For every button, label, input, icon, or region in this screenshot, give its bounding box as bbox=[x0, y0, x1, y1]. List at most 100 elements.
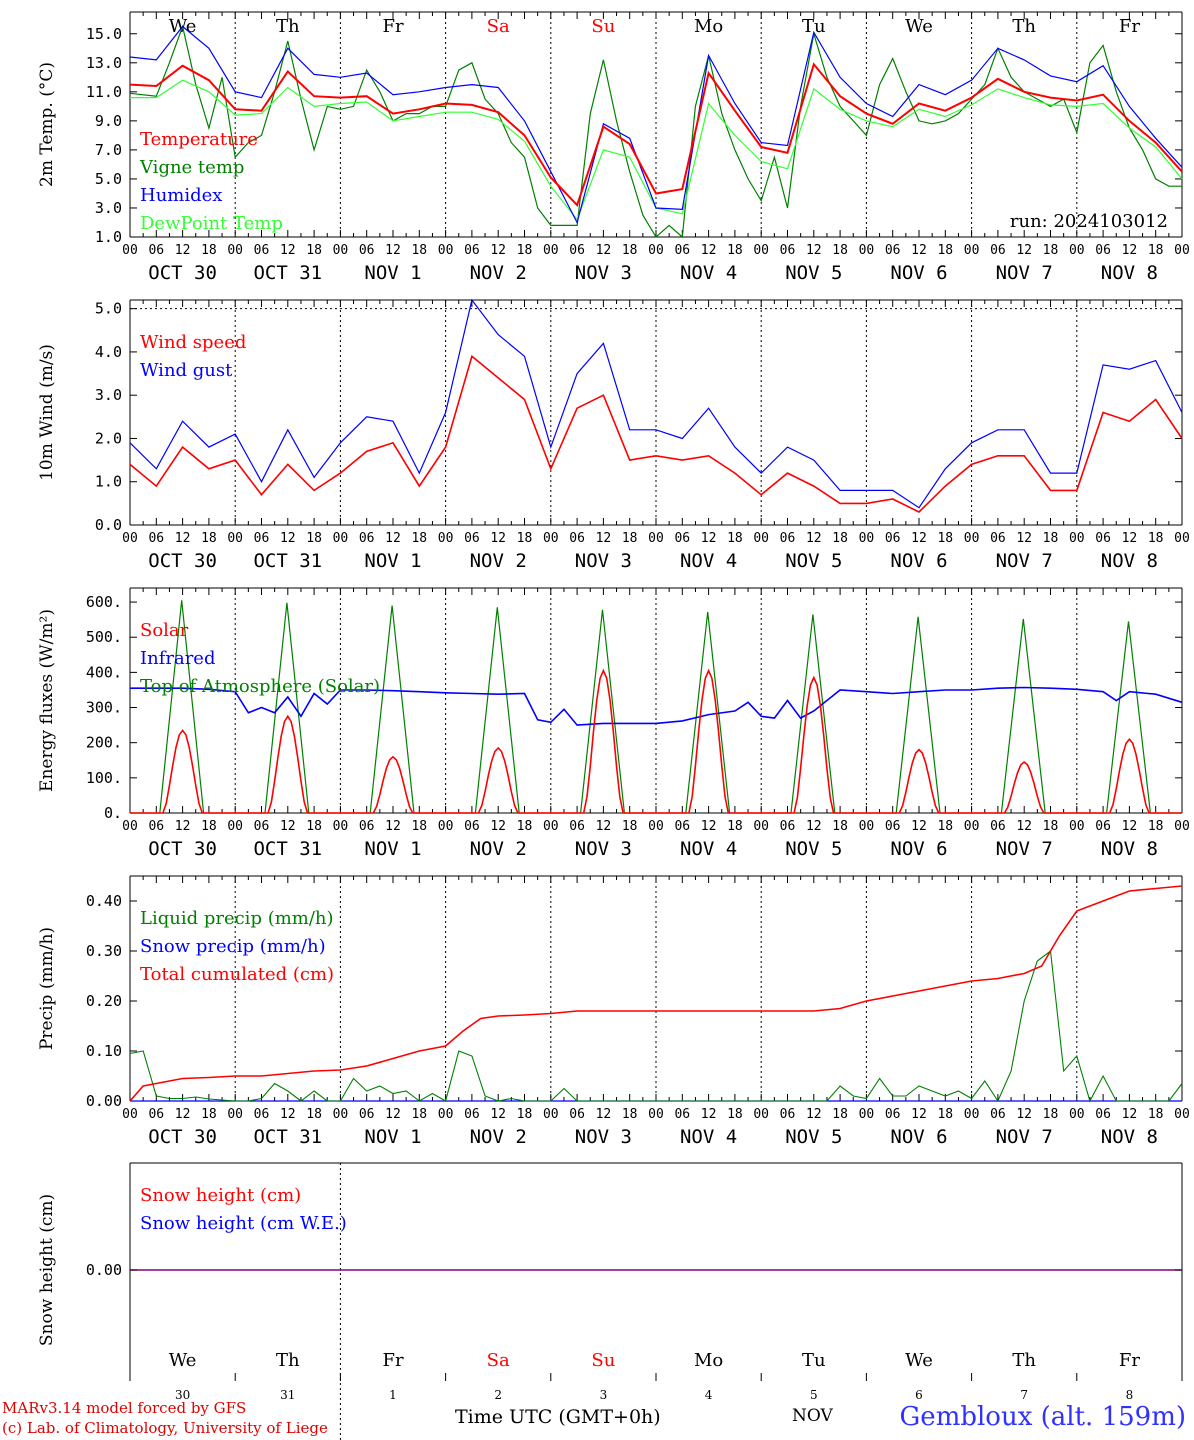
line-wind-gust bbox=[129, 298, 1183, 509]
date-label: NOV 5 bbox=[785, 838, 842, 860]
hour-tick-label: 12 bbox=[701, 1107, 717, 1122]
credit-line-model: MARv3.14 model forced by GFS bbox=[2, 1399, 247, 1417]
date-label: NOV 1 bbox=[364, 838, 421, 860]
hour-tick-label: 00 bbox=[543, 531, 559, 546]
hour-tick-label: 06 bbox=[148, 531, 164, 546]
hour-tick-label: 06 bbox=[990, 819, 1006, 834]
hour-tick-label: 18 bbox=[727, 819, 743, 834]
hour-tick-label: 00 bbox=[1069, 819, 1085, 834]
y-tick-label: 3.0 bbox=[95, 199, 122, 217]
hour-tick-label: 00 bbox=[1069, 243, 1085, 258]
legend-entry: Total cumulated (cm) bbox=[140, 964, 334, 985]
hour-tick-label: 00 bbox=[438, 243, 454, 258]
line-humidex bbox=[129, 25, 1183, 225]
date-label: NOV 3 bbox=[575, 838, 632, 860]
hour-tick-label: 00 bbox=[753, 819, 769, 834]
hour-tick-label: 18 bbox=[1148, 819, 1164, 834]
date-label: NOV 4 bbox=[680, 550, 737, 572]
hour-tick-label: 12 bbox=[490, 819, 506, 834]
hour-tick-label: 18 bbox=[306, 819, 322, 834]
hour-tick-label: 12 bbox=[280, 531, 296, 546]
hour-tick-label: 06 bbox=[1095, 819, 1111, 834]
y-tick-label: 300. bbox=[86, 699, 122, 717]
date-label: NOV 8 bbox=[1101, 262, 1158, 284]
legend-entry: Vigne temp bbox=[139, 157, 244, 178]
hour-tick-label: 00 bbox=[859, 1107, 875, 1122]
y-tick-label: 0.00 bbox=[86, 1092, 122, 1110]
hour-tick-label: 06 bbox=[148, 819, 164, 834]
hour-tick-label: 12 bbox=[701, 819, 717, 834]
hour-tick-label: 00 bbox=[964, 819, 980, 834]
date-label: NOV 2 bbox=[470, 550, 527, 572]
date-label: NOV 8 bbox=[1101, 1126, 1158, 1148]
hour-tick-label: 12 bbox=[385, 531, 401, 546]
legend-entry: Wind gust bbox=[140, 360, 233, 381]
weekday-label: Th bbox=[276, 1350, 300, 1371]
hour-tick-label: 18 bbox=[517, 243, 533, 258]
y-tick-label: 3.0 bbox=[95, 386, 122, 404]
weekday-label: We bbox=[169, 1350, 197, 1371]
hour-tick-label: 00 bbox=[122, 531, 138, 546]
hour-tick-label: 06 bbox=[780, 1107, 796, 1122]
hour-tick-label: 00 bbox=[648, 243, 664, 258]
legend-entry: Humidex bbox=[140, 185, 222, 206]
y-axis-label: Energy fluxes (W/m²) bbox=[37, 609, 57, 792]
hour-tick-label: 06 bbox=[359, 1107, 375, 1122]
date-label: OCT 30 bbox=[148, 1126, 217, 1148]
hour-tick-label: 12 bbox=[280, 1107, 296, 1122]
hour-tick-label: 00 bbox=[648, 1107, 664, 1122]
hour-tick-label: 06 bbox=[674, 1107, 690, 1122]
hour-tick-label: 12 bbox=[596, 1107, 612, 1122]
date-label: NOV 6 bbox=[890, 550, 947, 572]
hour-tick-label: 06 bbox=[464, 243, 480, 258]
hour-tick-label: 00 bbox=[227, 531, 243, 546]
date-label: NOV 5 bbox=[785, 1126, 842, 1148]
hour-tick-label: 12 bbox=[701, 243, 717, 258]
hour-tick-label: 00 bbox=[859, 243, 875, 258]
hour-tick-label: 06 bbox=[885, 531, 901, 546]
date-label: NOV 4 bbox=[680, 262, 737, 284]
hour-tick-label: 12 bbox=[1122, 243, 1138, 258]
hour-tick-label: 18 bbox=[937, 1107, 953, 1122]
hour-tick-label: 18 bbox=[306, 1107, 322, 1122]
hour-tick-label: 18 bbox=[306, 531, 322, 546]
hour-tick-label: 00 bbox=[859, 531, 875, 546]
hour-tick-label: 00 bbox=[1174, 243, 1190, 258]
hour-tick-label: 12 bbox=[175, 243, 191, 258]
hour-tick-label: 18 bbox=[622, 531, 638, 546]
hour-tick-label: 06 bbox=[990, 1107, 1006, 1122]
hour-tick-label: 18 bbox=[411, 243, 427, 258]
y-tick-label: 0.30 bbox=[86, 942, 122, 960]
hour-tick-label: 06 bbox=[464, 819, 480, 834]
day-number-label: 6 bbox=[915, 1388, 923, 1402]
hour-tick-label: 12 bbox=[490, 1107, 506, 1122]
date-label: NOV 2 bbox=[470, 838, 527, 860]
weekday-label: Su bbox=[591, 16, 615, 37]
date-label: NOV 6 bbox=[890, 1126, 947, 1148]
hour-tick-label: 12 bbox=[175, 819, 191, 834]
month-label: NOV bbox=[792, 1406, 833, 1426]
hour-tick-label: 06 bbox=[1095, 1107, 1111, 1122]
hour-tick-label: 06 bbox=[148, 243, 164, 258]
line-solar bbox=[130, 668, 1182, 814]
day-number-label: 7 bbox=[1020, 1388, 1028, 1402]
day-number-label: 30 bbox=[175, 1388, 190, 1402]
hour-tick-label: 12 bbox=[701, 531, 717, 546]
hour-tick-label: 18 bbox=[832, 819, 848, 834]
hour-tick-label: 00 bbox=[753, 531, 769, 546]
weekday-label: Su bbox=[591, 1350, 615, 1371]
weekday-label: We bbox=[905, 1350, 933, 1371]
hour-tick-label: 00 bbox=[753, 243, 769, 258]
y-tick-label: 11.0 bbox=[86, 83, 122, 101]
y-axis-label: Snow height (cm) bbox=[37, 1194, 57, 1346]
hour-tick-label: 18 bbox=[832, 243, 848, 258]
day-number-label: 8 bbox=[1126, 1388, 1134, 1402]
hour-tick-label: 00 bbox=[333, 531, 349, 546]
hour-tick-label: 18 bbox=[727, 243, 743, 258]
date-label: NOV 3 bbox=[575, 1126, 632, 1148]
hour-tick-label: 18 bbox=[622, 819, 638, 834]
hour-tick-label: 12 bbox=[596, 531, 612, 546]
y-tick-label: 0.0 bbox=[95, 516, 122, 534]
hour-tick-label: 06 bbox=[359, 531, 375, 546]
hour-tick-label: 18 bbox=[201, 531, 217, 546]
